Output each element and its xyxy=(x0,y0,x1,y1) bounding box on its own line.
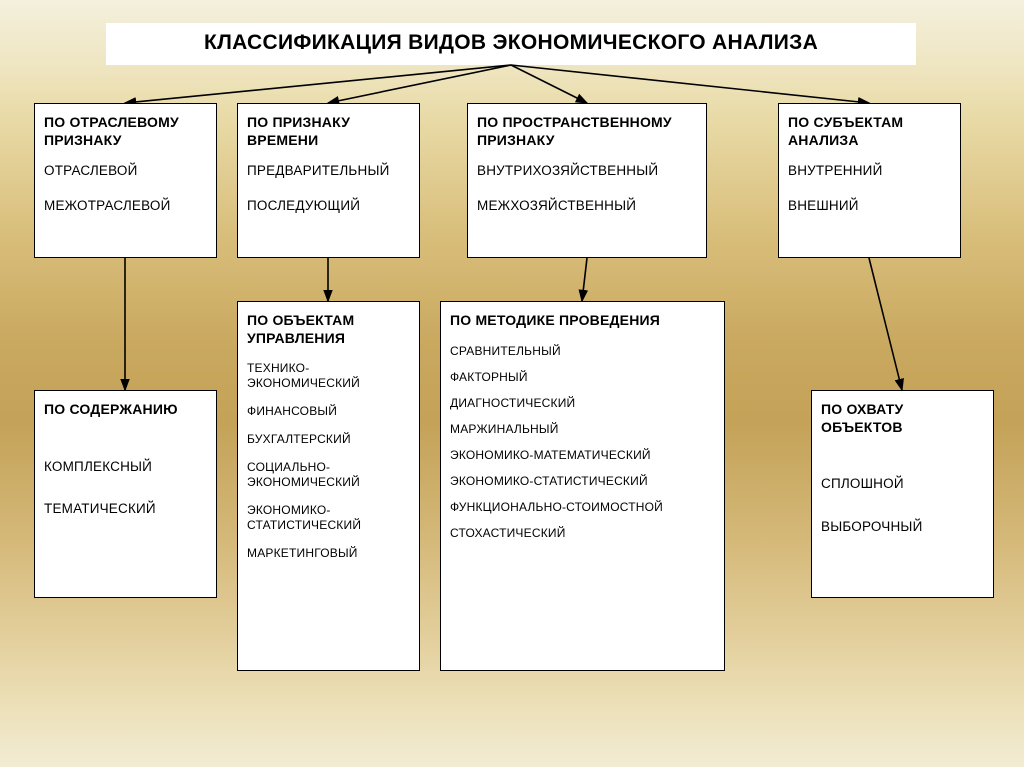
list-item: СПЛОШНОЙ xyxy=(821,476,984,493)
list-item: ВНУТРЕННИЙ xyxy=(788,163,951,180)
box-header: ПО ПРИЗНАКУ ВРЕМЕНИ xyxy=(247,114,410,149)
box-methodology: ПО МЕТОДИКЕ ПРОВЕДЕНИЯ СРАВНИТЕЛЬНЫЙ ФАКТ… xyxy=(440,301,725,671)
box-subjects: ПО СУБЪЕКТАМ АНАЛИЗА ВНУТРЕННИЙ ВНЕШНИЙ xyxy=(778,103,961,258)
list-item: ЭКОНОМИКО-СТАТИСТИЧЕСКИЙ xyxy=(247,503,410,533)
box-items: СРАВНИТЕЛЬНЫЙ ФАКТОРНЫЙ ДИАГНОСТИЧЕСКИЙ МАР… xyxy=(450,344,715,541)
box-content: ПО СОДЕРЖАНИЮ КОМПЛЕКСНЫЙ ТЕМАТИЧЕСКИЙ xyxy=(34,390,217,598)
box-items: КОМПЛЕКСНЫЙ ТЕМАТИЧЕСКИЙ xyxy=(44,459,207,519)
list-item: МЕЖОТРАСЛЕВОЙ xyxy=(44,198,207,215)
box-management-objects: ПО ОБЪЕКТАМ УПРАВЛЕНИЯ ТЕХНИКО-ЭКОНОМИЧЕ… xyxy=(237,301,420,671)
list-item: СРАВНИТЕЛЬНЫЙ xyxy=(450,344,715,359)
list-item: ФУНКЦИОНАЛЬНО-СТОИМОСТНОЙ xyxy=(450,500,715,515)
list-item: ПОСЛЕДУЮЩИЙ xyxy=(247,198,410,215)
list-item: ФИНАНСОВЫЙ xyxy=(247,404,410,419)
list-item: ФАКТОРНЫЙ xyxy=(450,370,715,385)
list-item: ВЫБОРОЧНЫЙ xyxy=(821,519,984,536)
box-items: СПЛОШНОЙ ВЫБОРОЧНЫЙ xyxy=(821,476,984,536)
box-items: ОТРАСЛЕВОЙ МЕЖОТРАСЛЕВОЙ xyxy=(44,163,207,215)
box-header: ПО ОТРАСЛЕВОМУ ПРИЗНАКУ xyxy=(44,114,207,149)
box-items: ВНУТРИХОЗЯЙСТВЕННЫЙ МЕЖХОЗЯЙСТВЕННЫЙ xyxy=(477,163,697,215)
list-item: ЭКОНОМИКО-МАТЕМАТИЧЕСКИЙ xyxy=(450,448,715,463)
box-industry: ПО ОТРАСЛЕВОМУ ПРИЗНАКУ ОТРАСЛЕВОЙ МЕЖОТР… xyxy=(34,103,217,258)
diagram-container: КЛАССИФИКАЦИЯ ВИДОВ ЭКОНОМИЧЕСКОГО АНАЛИ… xyxy=(0,0,1024,767)
list-item: СТОХАСТИЧЕСКИЙ xyxy=(450,526,715,541)
box-header: ПО СОДЕРЖАНИЮ xyxy=(44,401,207,419)
list-item: ВНУТРИХОЗЯЙСТВЕННЫЙ xyxy=(477,163,697,180)
box-items: ВНУТРЕННИЙ ВНЕШНИЙ xyxy=(788,163,951,215)
list-item: ТЕМАТИЧЕСКИЙ xyxy=(44,501,207,518)
box-time: ПО ПРИЗНАКУ ВРЕМЕНИ ПРЕДВАРИТЕЛЬНЫЙ ПОСЛЕ… xyxy=(237,103,420,258)
box-spatial: ПО ПРОСТРАНСТВЕННОМУ ПРИЗНАКУ ВНУТРИХОЗЯ… xyxy=(467,103,707,258)
box-header: ПО ОХВАТУ ОБЪЕКТОВ xyxy=(821,401,984,436)
list-item: ПРЕДВАРИТЕЛЬНЫЙ xyxy=(247,163,410,180)
box-items: ТЕХНИКО-ЭКОНОМИЧЕСКИЙ ФИНАНСОВЫЙ БУХГАЛТЕР… xyxy=(247,361,410,561)
box-scope: ПО ОХВАТУ ОБЪЕКТОВ СПЛОШНОЙ ВЫБОРОЧНЫЙ xyxy=(811,390,994,598)
list-item: МЕЖХОЗЯЙСТВЕННЫЙ xyxy=(477,198,697,215)
list-item: ДИАГНОСТИЧЕСКИЙ xyxy=(450,396,715,411)
list-item: ОТРАСЛЕВОЙ xyxy=(44,163,207,180)
list-item: СОЦИАЛЬНО-ЭКОНОМИЧЕСКИЙ xyxy=(247,460,410,490)
box-header: ПО ОБЪЕКТАМ УПРАВЛЕНИЯ xyxy=(247,312,410,347)
list-item: МАРКЕТИНГОВЫЙ xyxy=(247,546,410,561)
list-item: ЭКОНОМИКО-СТАТИСТИЧЕСКИЙ xyxy=(450,474,715,489)
list-item: БУХГАЛТЕРСКИЙ xyxy=(247,432,410,447)
box-header: ПО СУБЪЕКТАМ АНАЛИЗА xyxy=(788,114,951,149)
box-items: ПРЕДВАРИТЕЛЬНЫЙ ПОСЛЕДУЮЩИЙ xyxy=(247,163,410,215)
list-item: МАРЖИНАЛЬНЫЙ xyxy=(450,422,715,437)
list-item: ВНЕШНИЙ xyxy=(788,198,951,215)
box-header: ПО ПРОСТРАНСТВЕННОМУ ПРИЗНАКУ xyxy=(477,114,697,149)
list-item: КОМПЛЕКСНЫЙ xyxy=(44,459,207,476)
list-item: ТЕХНИКО-ЭКОНОМИЧЕСКИЙ xyxy=(247,361,410,391)
box-header: ПО МЕТОДИКЕ ПРОВЕДЕНИЯ xyxy=(450,312,715,330)
diagram-title: КЛАССИФИКАЦИЯ ВИДОВ ЭКОНОМИЧЕСКОГО АНАЛИ… xyxy=(106,23,916,65)
